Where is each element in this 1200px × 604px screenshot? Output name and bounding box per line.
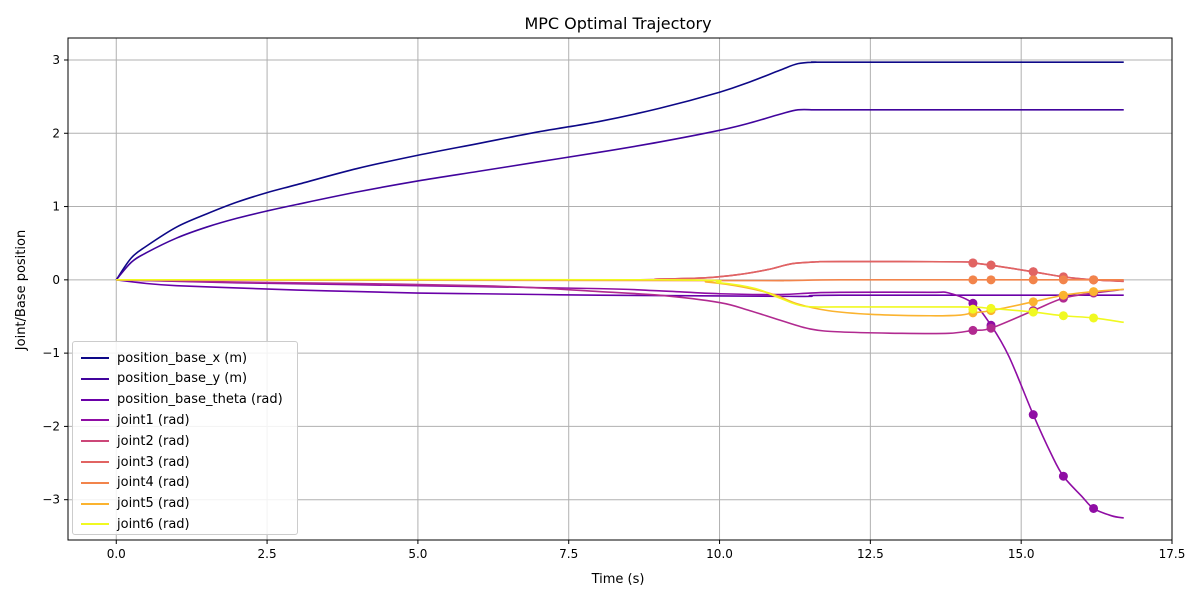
y-tick-label: −1	[42, 346, 60, 360]
legend-swatch	[81, 481, 109, 484]
x-tick-label: 2.5	[258, 547, 277, 561]
legend-item: joint1 (rad)	[81, 410, 190, 430]
series-marker-6-2	[1028, 267, 1038, 277]
y-tick-label: −2	[42, 419, 60, 433]
series-marker-8-2	[1028, 297, 1038, 307]
series-marker-9-1	[986, 303, 996, 313]
series-marker-9-4	[1089, 313, 1099, 323]
legend-label: joint2 (rad)	[117, 433, 190, 449]
series-marker-3-2	[1028, 410, 1038, 420]
series-marker-7-4	[1089, 275, 1099, 285]
y-tick-label: 2	[52, 126, 60, 140]
legend-swatch	[81, 377, 109, 380]
series-marker-3-4	[1089, 503, 1099, 513]
series-marker-4-0	[968, 325, 978, 335]
legend-item: position_base_y (m)	[81, 369, 247, 389]
y-tick-label: 0	[52, 273, 60, 287]
y-tick-label: −3	[42, 493, 60, 507]
series-marker-9-3	[1058, 311, 1068, 321]
series-line-0	[115, 61, 1124, 281]
series-line-4	[116, 279, 1124, 335]
legend-label: joint4 (rad)	[117, 475, 190, 491]
y-tick-label: 3	[52, 53, 60, 67]
legend-swatch	[81, 419, 109, 422]
series-marker-9-2	[1028, 307, 1038, 317]
series-line-9	[116, 278, 1124, 324]
legend-swatch	[81, 440, 109, 443]
x-tick-label: 7.5	[559, 547, 578, 561]
legend-label: joint5 (rad)	[117, 496, 190, 512]
series-marker-6-0	[968, 258, 978, 268]
series-marker-8-4	[1089, 287, 1099, 297]
legend-item: joint5 (rad)	[81, 494, 190, 514]
y-axis-label: Joint/Base position	[14, 230, 29, 351]
legend-item: position_base_x (m)	[81, 348, 247, 368]
legend-label: joint1 (rad)	[117, 412, 190, 428]
legend-item: joint6 (rad)	[81, 514, 190, 534]
legend-label: joint6 (rad)	[117, 516, 190, 532]
legend-item: joint4 (rad)	[81, 473, 190, 493]
legend-swatch	[81, 398, 109, 401]
x-tick-label: 17.5	[1159, 547, 1186, 561]
series-marker-7-1	[986, 275, 996, 285]
x-axis-label: Time (s)	[591, 572, 645, 587]
x-tick-label: 0.0	[107, 547, 126, 561]
series-line-1	[115, 108, 1124, 281]
series-marker-3-3	[1058, 471, 1068, 481]
chart-legend: position_base_x (m) position_base_y (m) po…	[72, 341, 298, 535]
series-marker-7-0	[968, 275, 978, 285]
legend-label: position_base_x (m)	[117, 350, 248, 366]
series-marker-4-1	[986, 323, 996, 333]
legend-item: joint3 (rad)	[81, 452, 190, 472]
x-tick-label: 10.0	[706, 547, 733, 561]
legend-item: joint2 (rad)	[81, 431, 190, 451]
series-marker-6-1	[986, 260, 996, 270]
legend-swatch	[81, 502, 109, 505]
series-marker-7-2	[1028, 275, 1038, 285]
series-line-2	[116, 279, 1124, 298]
legend-label: joint3 (rad)	[117, 454, 190, 470]
x-tick-label: 12.5	[857, 547, 884, 561]
legend-swatch	[81, 461, 109, 463]
y-tick-label: 1	[52, 200, 60, 214]
series-marker-7-3	[1058, 275, 1068, 285]
legend-label: position_base_y (m)	[117, 371, 248, 387]
legend-swatch	[81, 523, 109, 526]
series-marker-9-0	[968, 304, 978, 314]
plot-frame	[67, 37, 1173, 541]
chart-title: MPC Optimal Trajectory	[524, 14, 711, 33]
legend-item: position_base_theta (rad)	[81, 390, 283, 410]
legend-swatch	[81, 357, 109, 359]
marker-layer	[968, 258, 1099, 513]
tick-layer: 0.0 2.5 5.0 7.5 10.0 12.5 15.0 17.5 −3 −2 −1 0 1 2 3	[42, 53, 1185, 561]
x-tick-label: 5.0	[408, 547, 427, 561]
x-tick-label: 15.0	[1008, 547, 1035, 561]
series-marker-8-3	[1058, 290, 1068, 300]
legend-label: position_base_theta (rad)	[117, 392, 283, 408]
